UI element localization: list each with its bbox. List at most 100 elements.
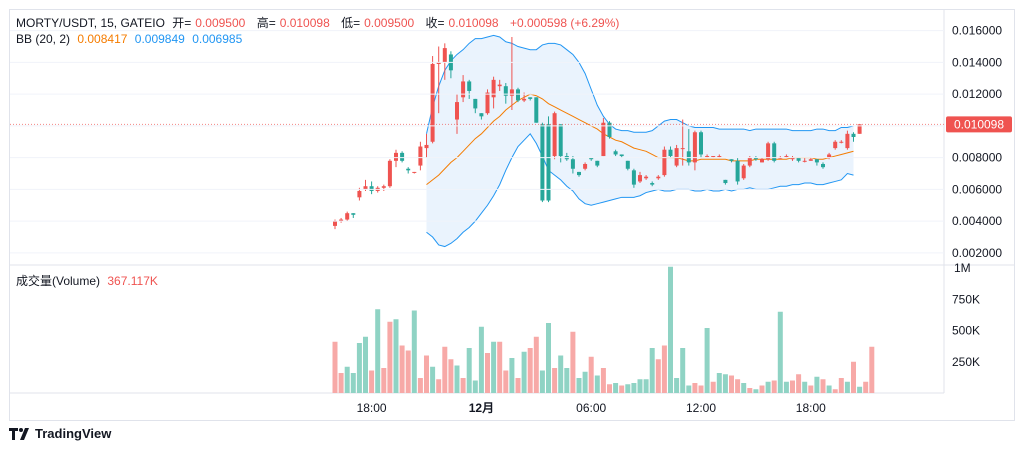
candle-body — [467, 81, 472, 91]
candle-body — [412, 171, 417, 173]
price-legend: MORTY/USDT, 15, GATEIO 开= 0.009500 高= 0.01… — [16, 15, 623, 31]
volume-bar — [485, 353, 490, 393]
volume-bar — [619, 385, 625, 393]
volume-bar — [460, 378, 466, 393]
candle-body — [735, 160, 740, 182]
low-value: 低= 0.009500 — [341, 16, 418, 30]
volume-bar — [716, 373, 722, 393]
candle-body — [821, 163, 825, 168]
candle-body — [711, 156, 716, 158]
volume-bar — [643, 379, 649, 393]
candle-body — [570, 159, 575, 169]
volume-bar — [631, 383, 637, 393]
volume-bar — [448, 359, 454, 393]
bollinger-band-fill — [426, 35, 854, 247]
volume-tick-label: 1M — [954, 261, 971, 275]
volume-tick-label: 250K — [952, 355, 980, 369]
candle-body — [351, 213, 356, 215]
candle-body — [705, 156, 710, 158]
volume-bar — [369, 370, 375, 393]
candle-body — [613, 151, 618, 155]
volume-bar — [820, 379, 826, 393]
volume-bar — [680, 348, 686, 393]
bb-legend[interactable]: BB (20, 2) 0.008417 0.009849 0.006985 — [16, 31, 246, 47]
volume-bar — [808, 385, 814, 393]
candle-body — [503, 86, 508, 96]
volume-bar — [802, 381, 808, 393]
volume-bar — [661, 345, 667, 393]
volume-bar — [417, 378, 423, 393]
volume-tick-label: 500K — [952, 324, 980, 338]
volume-bar — [796, 374, 802, 393]
price-tick-label: 0.012000 — [952, 87, 1002, 101]
candle-body — [851, 133, 856, 137]
candle-body — [589, 157, 594, 160]
volume-bar — [539, 370, 545, 393]
price-tick-label: 0.008000 — [952, 151, 1002, 165]
volume-bar — [600, 368, 606, 393]
candle-body — [461, 81, 466, 98]
candle-body — [802, 160, 807, 162]
volume-bar — [503, 370, 509, 393]
candle-body — [638, 175, 642, 182]
candle-body — [766, 143, 771, 160]
candle-body — [345, 213, 350, 220]
candle-body — [558, 124, 563, 157]
candle-body — [491, 79, 496, 98]
open-value: 开= 0.009500 — [172, 16, 249, 30]
volume-bar — [582, 371, 588, 393]
volume-bar — [735, 379, 741, 393]
candles-group — [333, 36, 862, 230]
candle-body — [400, 152, 405, 161]
volume-bar — [838, 378, 844, 393]
candle-body — [339, 219, 344, 222]
volume-bar — [686, 385, 692, 393]
last-price-box — [946, 116, 1012, 133]
volume-bar — [692, 383, 698, 393]
candle-body — [625, 160, 630, 169]
volume-bar — [375, 309, 381, 393]
volume-bar — [472, 380, 478, 393]
symbol-label[interactable]: MORTY/USDT, 15, GATEIO — [16, 16, 165, 30]
candle-body — [601, 122, 606, 157]
volume-bar — [344, 366, 350, 393]
volume-legend[interactable]: 成交量(Volume) 367.117K — [16, 273, 162, 289]
volume-bar — [509, 358, 515, 393]
volume-bar — [783, 381, 789, 393]
candle-body — [644, 176, 649, 179]
bb-lower-value: 0.006985 — [192, 32, 243, 46]
price-tick-label: 0.004000 — [952, 214, 1002, 228]
candle-body — [436, 62, 441, 64]
volume-bar — [747, 388, 753, 393]
volume-bar — [655, 359, 661, 393]
candle-body — [540, 124, 545, 201]
high-label: 高= — [256, 16, 276, 30]
volume-bar — [771, 380, 777, 393]
candle-body — [741, 165, 746, 179]
volume-bar — [814, 376, 820, 393]
volume-tick-label: 750K — [952, 292, 980, 306]
candle-body — [583, 163, 588, 169]
volume-bar — [863, 381, 869, 393]
candle-body — [455, 102, 459, 120]
volume-bar — [405, 350, 411, 393]
candle-body — [650, 183, 655, 185]
candle-body — [827, 154, 832, 158]
candle-body — [753, 157, 758, 160]
volume-label: 成交量(Volume) — [16, 274, 101, 288]
volume-bar — [454, 365, 460, 393]
volume-bar — [698, 385, 704, 393]
candle-body — [552, 113, 557, 157]
volume-bar — [790, 380, 795, 393]
bb-label: BB (20, 2) — [16, 32, 71, 46]
axes-group: 0.0160000.0140000.0120000.0100000.008000… — [10, 24, 1002, 415]
candle-body — [723, 179, 728, 184]
candle-body — [747, 157, 752, 166]
tradingview-logo[interactable]: TradingView — [9, 426, 111, 441]
volume-bar — [832, 389, 838, 393]
candle-body — [631, 170, 636, 185]
candle-body — [656, 176, 661, 179]
candle-body — [686, 151, 691, 163]
volume-bar — [607, 384, 612, 393]
